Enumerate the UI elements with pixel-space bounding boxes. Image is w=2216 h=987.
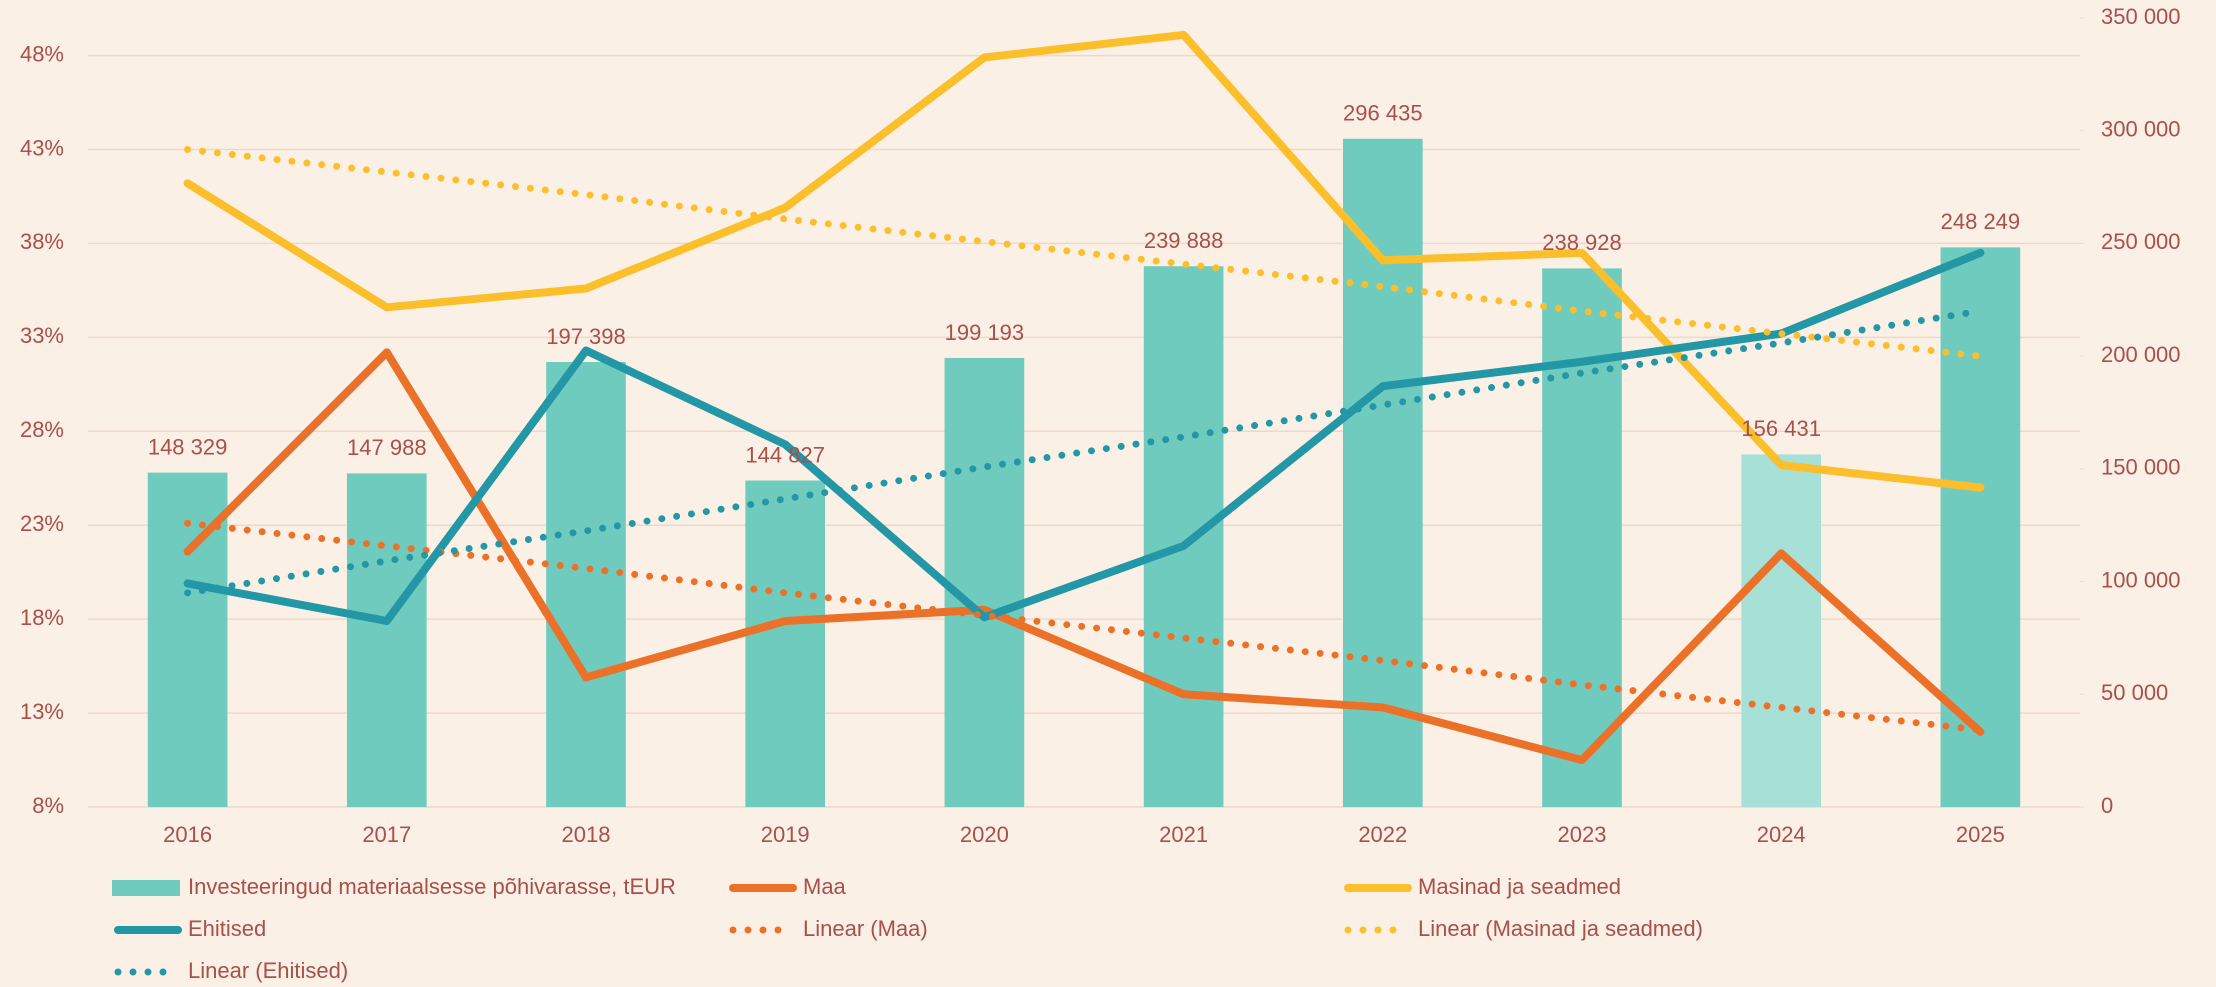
- legend-label: Maa: [803, 874, 847, 899]
- data-label: 147 988: [347, 435, 427, 460]
- legend-label: Linear (Ehitised): [188, 958, 348, 983]
- x-tick-label: 2019: [761, 822, 810, 847]
- y2-tick-label: 350 000: [2101, 4, 2181, 29]
- y-tick-label: 28%: [20, 417, 64, 442]
- bar: [1342, 138, 1423, 808]
- y2-tick-label: 50 000: [2101, 680, 2168, 705]
- x-tick-label: 2021: [1159, 822, 1208, 847]
- x-tick-label: 2018: [562, 822, 611, 847]
- data-label: 238 928: [1542, 230, 1622, 255]
- bar: [546, 362, 626, 807]
- bar: [1741, 454, 1822, 807]
- data-label: 144 827: [745, 442, 825, 467]
- data-label: 199 193: [945, 320, 1025, 345]
- y2-tick-label: 150 000: [2101, 455, 2181, 480]
- y-tick-label: 13%: [20, 699, 64, 724]
- data-label: 197 398: [546, 324, 626, 349]
- y-tick-label: 18%: [20, 605, 64, 630]
- legend-label: Investeeringud materiaalsesse põhivarass…: [188, 874, 676, 899]
- trend-line: [184, 307, 1984, 597]
- y-tick-label: 48%: [20, 41, 64, 66]
- y-tick-label: 23%: [20, 511, 64, 536]
- legend-label: Ehitised: [188, 916, 266, 941]
- bar: [1940, 247, 2021, 807]
- y-tick-label: 43%: [20, 135, 64, 160]
- x-tick-label: 2023: [1558, 822, 1607, 847]
- y2-tick-label: 250 000: [2101, 229, 2181, 254]
- x-tick-label: 2020: [960, 822, 1009, 847]
- line: [183, 248, 1985, 626]
- x-tick-label: 2025: [1956, 822, 2005, 847]
- data-label: 148 329: [148, 434, 228, 459]
- x-tick-label: 2024: [1757, 822, 1806, 847]
- legend-label: Linear (Masinad ja seadmed): [1418, 916, 1703, 941]
- data-label: 248 249: [1941, 209, 2021, 234]
- trend-line: [184, 519, 1984, 734]
- line: [183, 348, 1985, 765]
- x-tick-label: 2017: [362, 822, 411, 847]
- y-tick-label: 38%: [20, 229, 64, 254]
- bar: [346, 473, 427, 807]
- y-tick-label: 33%: [20, 323, 64, 348]
- bar: [944, 357, 1025, 807]
- y2-tick-label: 200 000: [2101, 342, 2181, 367]
- data-label: 239 888: [1144, 228, 1224, 253]
- x-tick-label: 2016: [163, 822, 212, 847]
- y2-tick-label: 0: [2101, 793, 2113, 818]
- legend-label: Masinad ja seadmed: [1418, 874, 1621, 899]
- data-label: 156 431: [1741, 416, 1821, 441]
- bar: [745, 480, 826, 807]
- y2-tick-label: 100 000: [2101, 567, 2181, 592]
- bar: [1143, 266, 1224, 808]
- legend-label: Linear (Maa): [803, 916, 928, 941]
- legend-swatch: [112, 880, 180, 896]
- trend-line: [184, 146, 1984, 360]
- y2-tick-label: 300 000: [2101, 117, 2181, 142]
- x-tick-label: 2022: [1358, 822, 1407, 847]
- data-label: 296 435: [1343, 101, 1423, 126]
- y-tick-label: 8%: [32, 793, 64, 818]
